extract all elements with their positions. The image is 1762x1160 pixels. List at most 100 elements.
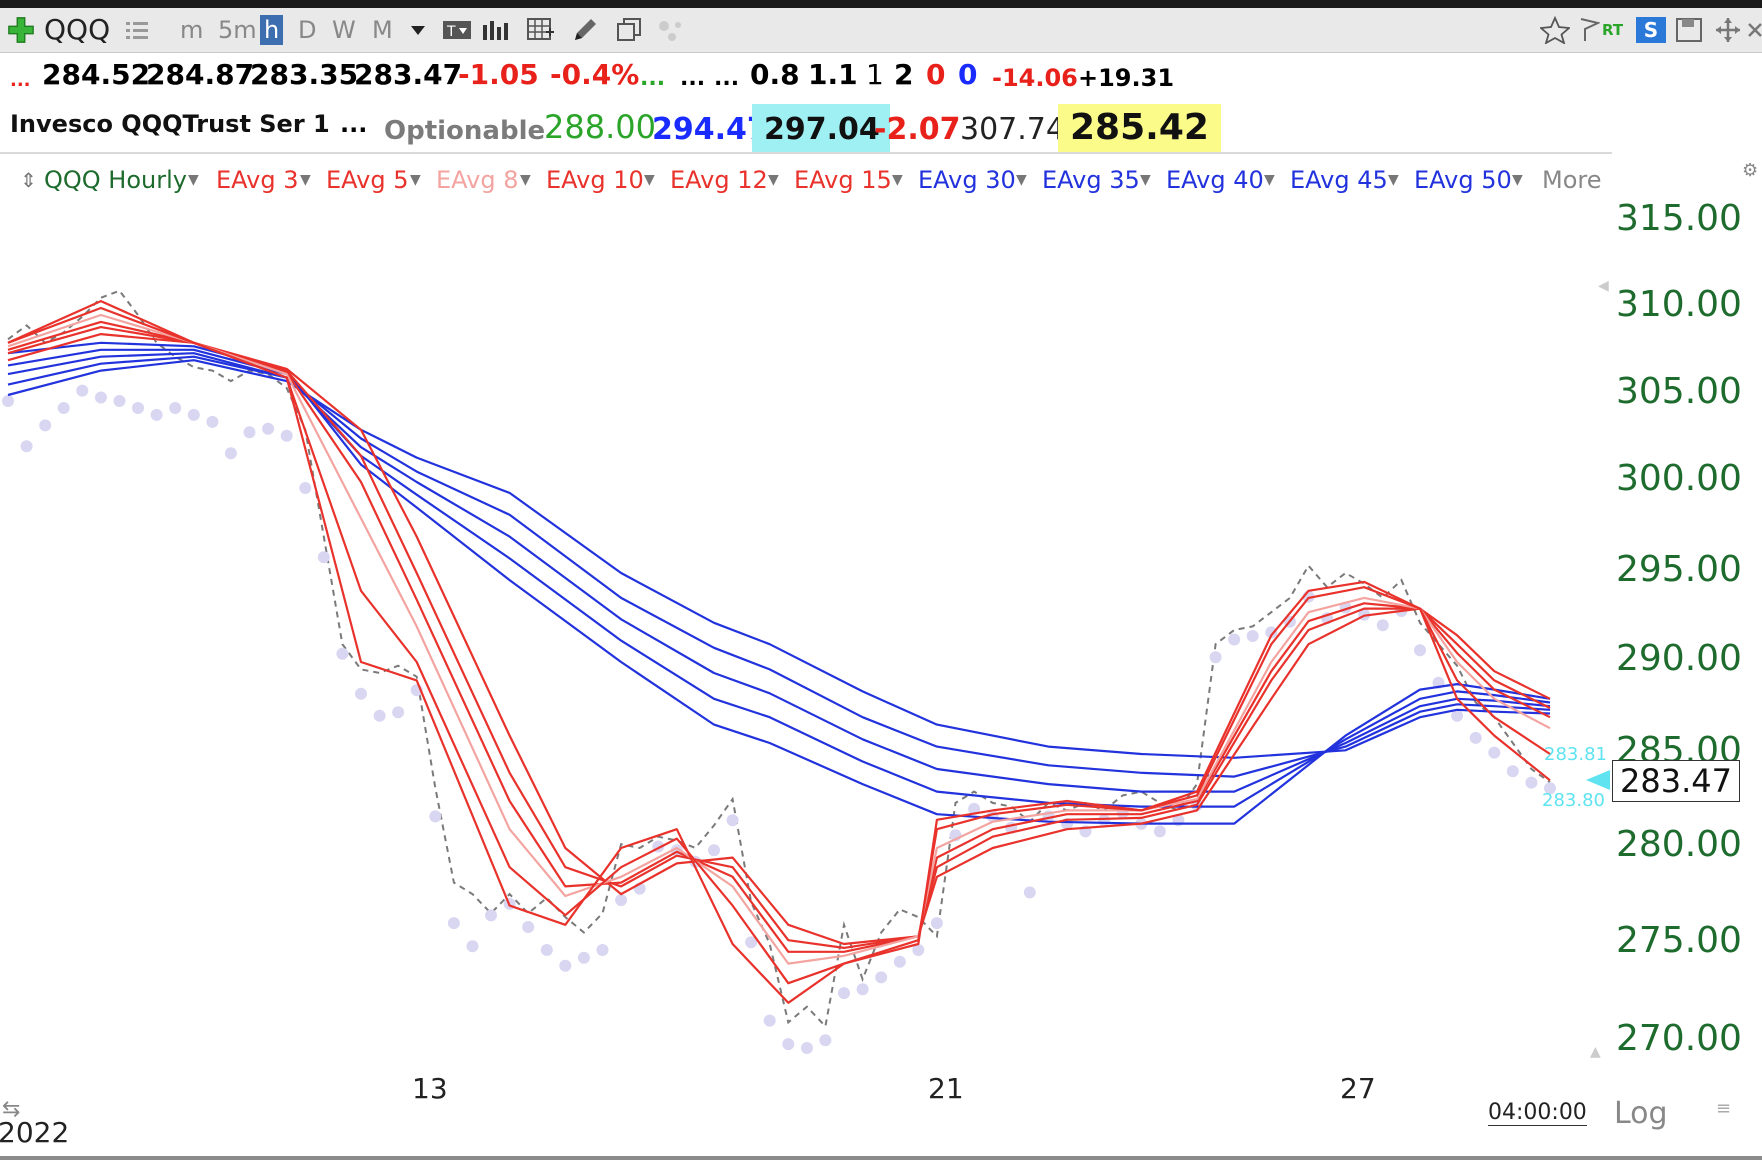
scale-handle-icon[interactable]: ≡ [1716,1098,1732,1119]
interval-5min[interactable]: 5m [218,16,257,44]
legend-eavg-50[interactable]: EAvg 50 [1414,166,1512,194]
legend-main-dropdown-icon[interactable]: ▼ [188,172,199,188]
y-tick-label: 290.00 [1616,638,1742,679]
legend-eavg-8-dropdown-icon[interactable]: ▼ [520,172,531,188]
price-dot [875,971,888,984]
legend-eavg-5-dropdown-icon[interactable]: ▼ [410,172,421,188]
detail-value-6: 285.42 [1058,104,1221,152]
pencil-icon[interactable] [570,16,600,44]
rt-label[interactable]: RT [1602,21,1624,39]
timeframe-label[interactable]: 04:00:00 [1488,1100,1587,1126]
quote-value-1: 0.8 [750,58,800,91]
scroll-arrows-icon[interactable]: ⇆ [2,1097,21,1122]
legend-eavg-50-dropdown-icon[interactable]: ▼ [1512,172,1523,188]
quote-count-1: 1 [866,58,884,91]
price-dot [782,1038,795,1051]
legend-eavg-45[interactable]: EAvg 45 [1290,166,1388,194]
legend-main-series[interactable]: QQQ Hourly [44,166,187,194]
price-dot [819,1034,832,1047]
price-dot [1506,765,1519,778]
price-chart-plot[interactable] [0,210,1612,1070]
copy-icon[interactable] [614,16,644,44]
flag-icon[interactable] [1578,16,1600,44]
interval-day[interactable]: D [298,16,317,44]
pct-change: -0.4% [550,58,640,91]
save-icon[interactable] [1674,16,1704,44]
price-dot [355,687,367,700]
legend-eavg-12[interactable]: EAvg 12 [670,166,768,194]
legend-eavg-3-dropdown-icon[interactable]: ▼ [300,172,311,188]
last-price-marker-icon [1586,770,1610,790]
price-dot [76,384,89,397]
star-icon[interactable] [1540,16,1570,44]
ema-line-eavg-15 [7,332,1551,946]
y-tick-label: 310.00 [1616,284,1742,325]
legend-eavg-15-dropdown-icon[interactable]: ▼ [892,172,903,188]
ema-line-eavg-10 [7,320,1551,953]
scroll-left-icon[interactable]: ◀ [1598,278,1609,294]
grid-icon[interactable] [526,16,556,44]
settings-icon[interactable]: ⚙ [1742,160,1759,181]
dots-icon[interactable] [656,16,690,44]
last-price: 283.47 [354,58,463,91]
price-dot [262,422,275,435]
ema-line-eavg-8 [7,313,1551,965]
price-dot [39,419,52,432]
legend-eavg-3[interactable]: EAvg 3 [216,166,299,194]
study-legend: ⇕ QQQ Hourly ▼ EAvg 3 ▼ EAvg 5 ▼ EAvg 8 … [0,166,1620,202]
chevron-down-icon[interactable] [408,16,428,44]
dot-series-group [2,384,1556,1054]
crosshair-icon[interactable] [1714,16,1742,44]
detail-value-4: -2.07 [874,112,961,147]
price-dot [392,706,405,719]
add-symbol-icon[interactable] [6,16,36,44]
interval-week[interactable]: W [332,16,356,44]
legend-eavg-8[interactable]: EAvg 8 [436,166,519,194]
ema-line-eavg-40 [7,352,1551,793]
price-dot [522,921,535,933]
legend-eavg-15[interactable]: EAvg 15 [794,166,892,194]
legend-eavg-30[interactable]: EAvg 30 [918,166,1016,194]
legend-eavg-10[interactable]: EAvg 10 [546,166,644,194]
legend-eavg-5[interactable]: EAvg 5 [326,166,409,194]
interval-hour[interactable]: h [260,15,284,45]
header-divider [0,152,1612,154]
symbol-field[interactable]: QQQ [44,13,111,46]
price-dot [336,647,349,660]
interval-minute[interactable]: m [180,16,204,44]
scroll-up-icon[interactable]: ▲ [1590,1044,1601,1060]
s-button[interactable]: S [1636,17,1666,43]
bar-chart-icon[interactable] [480,16,510,44]
legend-eavg-10-dropdown-icon[interactable]: ▼ [644,172,655,188]
legend-eavg-12-dropdown-icon[interactable]: ▼ [768,172,779,188]
bottom-border [0,1156,1762,1160]
quote-count-2: 2 [894,58,914,91]
security-name-dots: ... [340,110,368,138]
close-icon[interactable] [1746,16,1762,44]
legend-eavg-40[interactable]: EAvg 40 [1166,166,1264,194]
legend-more-button[interactable]: More [1542,166,1602,194]
ema-series-group [7,299,1551,1004]
price-dot [2,395,14,407]
legend-eavg-45-dropdown-icon[interactable]: ▼ [1388,172,1399,188]
y-tick-label: 305.00 [1616,371,1742,412]
legend-eavg-35[interactable]: EAvg 35 [1042,166,1140,194]
interval-month[interactable]: M [372,16,393,44]
price-dot [930,917,943,930]
log-scale-button[interactable]: Log [1614,1096,1668,1131]
move-handle-icon[interactable]: ⇕ [20,168,37,192]
quote-dots-1: ... [680,66,706,91]
y-tick-label: 270.00 [1616,1018,1742,1059]
price-dot [745,936,758,949]
optionable-label: Optionable [384,116,546,146]
price-axis[interactable]: 315.00 310.00 305.00 300.00 295.00 290.0… [1590,154,1762,1160]
list-icon[interactable] [124,16,150,44]
legend-eavg-30-dropdown-icon[interactable]: ▼ [1016,172,1027,188]
text-tool-icon[interactable]: T [442,16,472,44]
legend-eavg-35-dropdown-icon[interactable]: ▼ [1140,172,1151,188]
legend-eavg-40-dropdown-icon[interactable]: ▼ [1264,172,1275,188]
price-dot [280,429,293,442]
open-price: 284.52 [42,58,151,91]
price-dot [1153,825,1166,838]
x-tick-label: 21 [928,1072,964,1105]
